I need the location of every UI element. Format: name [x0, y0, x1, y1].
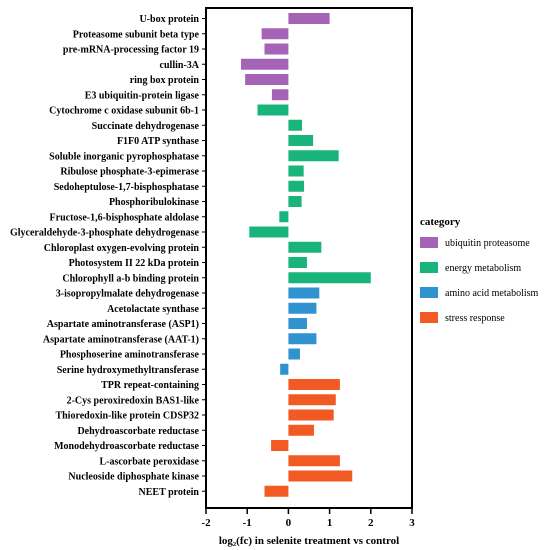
- category-label: NEET protein: [139, 487, 200, 498]
- category-label: Proteasome subunit beta type: [73, 29, 200, 40]
- x-tick-label: -1: [243, 517, 252, 529]
- legend-label: stress response: [445, 313, 505, 324]
- category-label: Dehydroascorbate reductase: [77, 426, 199, 437]
- category-label: Cytochrome c oxidase subunit 6b-1: [49, 106, 199, 117]
- bar: [288, 348, 300, 360]
- category-label: Acetolactate synthase: [107, 304, 199, 315]
- category-label: Glyceraldehyde-3-phosphate dehydrogenase: [10, 228, 200, 239]
- bar: [264, 485, 289, 497]
- x-tick-label: -2: [201, 517, 211, 529]
- bar: [288, 455, 340, 467]
- bar: [288, 333, 317, 345]
- bar: [288, 119, 302, 131]
- x-tick-label: 2: [368, 517, 374, 529]
- x-tick-label: 3: [409, 517, 415, 529]
- bar: [288, 287, 320, 299]
- x-tick-label: 1: [327, 517, 333, 529]
- category-label: 2-Cys peroxiredoxin BAS1-like: [67, 395, 200, 406]
- bar: [271, 440, 289, 451]
- category-label: ring box protein: [130, 75, 200, 86]
- bar: [288, 379, 340, 390]
- legend-swatch: [420, 312, 438, 323]
- bar: [288, 257, 307, 268]
- bar: [279, 211, 289, 223]
- bar: [280, 363, 289, 375]
- bar: [288, 165, 304, 177]
- bar: [288, 302, 317, 314]
- bar: [288, 272, 371, 284]
- category-label: L-ascorbate peroxidase: [99, 456, 199, 467]
- legend-swatch: [420, 237, 438, 248]
- bar: [288, 135, 314, 146]
- bar: [288, 196, 302, 207]
- category-label: Monodehydroascorbate reductase: [54, 441, 199, 452]
- legend-label: amino acid metabolism: [445, 288, 539, 299]
- category-label: F1F0 ATP synthase: [117, 136, 200, 147]
- legend: ubiquitin proteasome energy metabolism ami…: [420, 237, 539, 324]
- legend-swatch: [420, 287, 438, 298]
- category-label: Sedoheptulose-1,7-bisphosphatase: [54, 182, 200, 193]
- bar: [288, 424, 314, 436]
- legend-label: energy metabolism: [445, 263, 521, 274]
- category-label: cullin-3A: [160, 60, 200, 71]
- category-label: Phosphoserine aminotransferase: [60, 350, 200, 361]
- bar: [271, 89, 289, 101]
- legend-swatch: [420, 262, 438, 273]
- bar: [241, 58, 289, 70]
- bar: [288, 180, 305, 192]
- bar: [264, 43, 289, 55]
- category-label: Ribulose phosphate-3-epimerase: [60, 167, 199, 178]
- category-label: Photosystem II 22 kDa protein: [69, 258, 200, 269]
- category-label: Aspartate aminotransferase (ASP1): [47, 319, 199, 330]
- category-label: Chlorophyll a-b binding protein: [62, 273, 199, 284]
- plot-frame: [205, 7, 413, 509]
- bar: [288, 13, 330, 24]
- bar: [288, 394, 336, 406]
- category-label: TPR repeat-containing: [101, 380, 199, 391]
- category-label: Thioredoxin-like protein CDSP32: [55, 411, 199, 422]
- category-label: E3 ubiquitin-protein ligase: [85, 90, 200, 101]
- bar: [261, 28, 289, 40]
- category-label: Serine hydroxymethyltransferase: [57, 365, 200, 376]
- bar: [288, 241, 322, 253]
- category-label: pre-mRNA-processing factor 19: [63, 45, 199, 56]
- category-label: Soluble inorganic pyrophosphatase: [49, 151, 199, 162]
- category-label: U-box protein: [139, 14, 199, 25]
- category-label: Phosphoribulokinase: [109, 197, 200, 208]
- bar: [257, 104, 289, 116]
- category-label: 3-isopropylmalate dehydrogenase: [56, 289, 200, 300]
- category-label: Chloroplast oxygen-evolving protein: [44, 243, 200, 254]
- category-label: Fructose-1,6-bisphosphate aldolase: [50, 212, 200, 223]
- legend-label: ubiquitin proteasome: [445, 238, 530, 249]
- category-label: Succinate dehydrogenase: [92, 121, 200, 132]
- bar: [288, 150, 339, 162]
- bar: [245, 74, 289, 85]
- bar: [288, 318, 307, 329]
- x-axis-title: log₂(fc) in selenite treatment vs contro…: [219, 535, 399, 547]
- category-label: Aspartate aminotransferase (AAT-1): [43, 334, 199, 345]
- x-tick-label: 0: [286, 517, 292, 529]
- legend-title: category: [420, 216, 461, 228]
- bar: [249, 226, 289, 238]
- bar: [288, 409, 334, 421]
- category-label: Nucleoside diphosphate kinase: [68, 472, 199, 483]
- bar: [288, 470, 353, 482]
